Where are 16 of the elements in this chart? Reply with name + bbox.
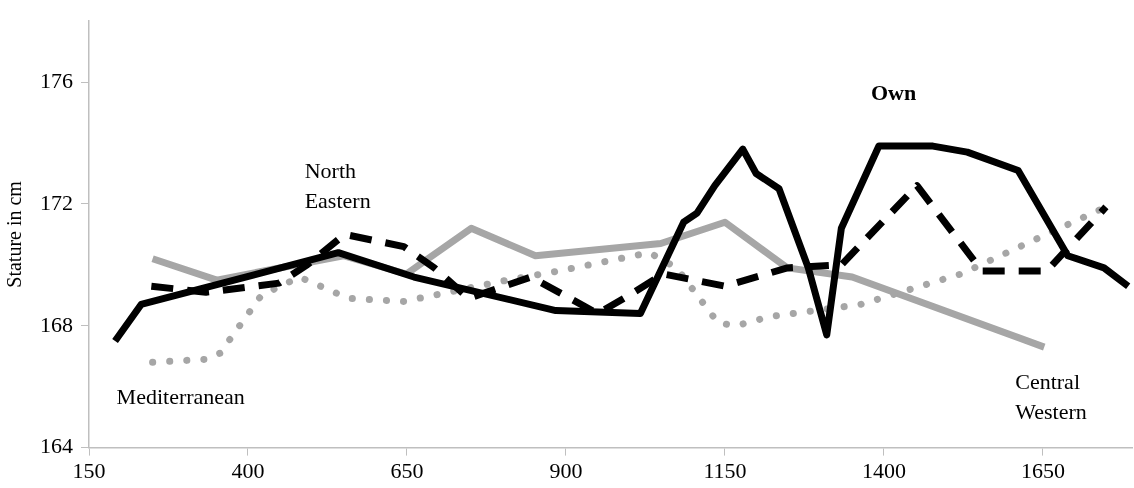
x-tick-label: 900 bbox=[549, 457, 583, 483]
series-label: Own bbox=[870, 79, 917, 105]
y-tick-label: 176 bbox=[40, 67, 73, 93]
x-tick-label: 650 bbox=[390, 457, 424, 483]
x-tick-label: 400 bbox=[231, 457, 265, 483]
series-label: North Eastern bbox=[304, 158, 371, 214]
series-label: Central Western bbox=[1015, 368, 1087, 424]
x-tick-label: 1400 bbox=[861, 457, 906, 483]
y-tick-label: 168 bbox=[40, 311, 73, 337]
x-tick-label: 1650 bbox=[1020, 457, 1065, 483]
x-tick-label: 150 bbox=[72, 457, 106, 483]
y-tick-label: 172 bbox=[40, 189, 73, 215]
y-axis-title: Stature in cm bbox=[3, 180, 26, 288]
x-tick-label: 1150 bbox=[703, 457, 747, 483]
y-tick-label: 164 bbox=[40, 433, 73, 459]
series-label: Mediterranean bbox=[116, 384, 245, 410]
